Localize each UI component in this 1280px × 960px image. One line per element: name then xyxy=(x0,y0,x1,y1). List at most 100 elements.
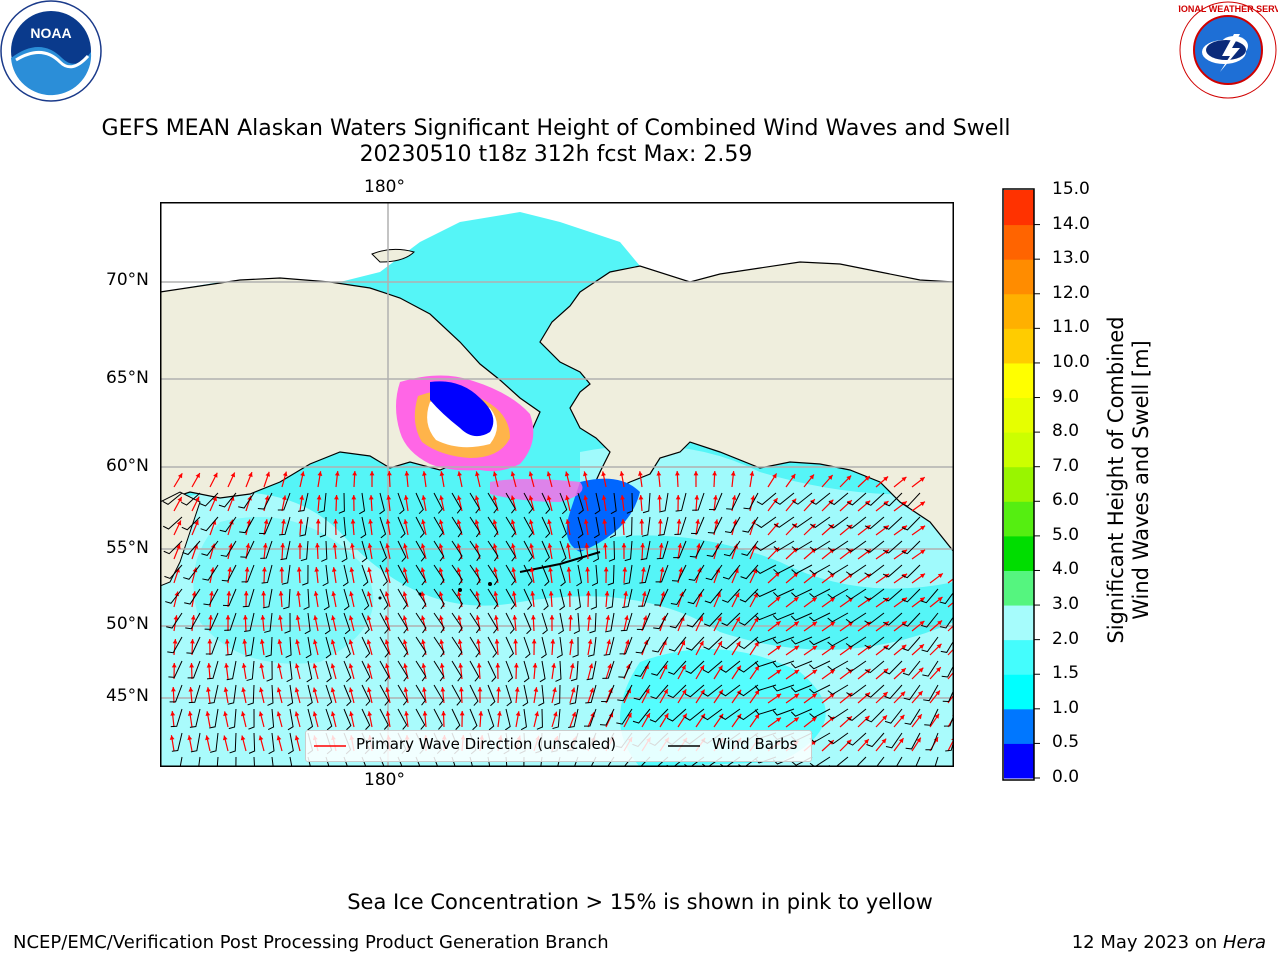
wave-arrow-head xyxy=(404,711,409,716)
wave-arrow-head xyxy=(775,596,781,602)
wave-arrow-head xyxy=(754,689,760,695)
wind-barb xyxy=(609,516,616,539)
wind-barb xyxy=(915,756,921,767)
wave-arrow-head xyxy=(279,567,285,572)
wave-arrow-head xyxy=(776,717,781,723)
wave-arrow-head xyxy=(330,687,336,693)
wind-barb xyxy=(866,732,885,748)
colorbar-segment xyxy=(1004,639,1034,675)
wind-barb xyxy=(247,684,255,706)
wind-barb xyxy=(790,636,813,645)
wind-barb xyxy=(568,708,579,728)
wind-barb xyxy=(469,708,478,731)
colorbar-tick-label: 15.0 xyxy=(1052,179,1090,199)
wave-arrow-head xyxy=(456,567,462,573)
wind-barb xyxy=(277,492,291,511)
wind-barb xyxy=(260,540,273,559)
wind-barb xyxy=(239,516,255,534)
wave-arrow-head xyxy=(278,591,284,596)
wave-arrow-head xyxy=(312,711,318,717)
wave-arrow-head xyxy=(935,690,940,696)
wave-arrow-head xyxy=(385,543,390,549)
wind-barb xyxy=(340,516,347,539)
wave-arrow-head xyxy=(681,689,687,695)
wind-barb xyxy=(397,708,408,730)
wind-barb xyxy=(279,516,291,536)
wave-zone-mid xyxy=(193,517,374,664)
wave-arrow-head xyxy=(294,663,300,669)
wave-arrow-head xyxy=(189,663,195,668)
wind-barb xyxy=(607,564,615,586)
wind-barb xyxy=(523,588,533,610)
wave-arrow-head xyxy=(899,714,905,720)
wave-arrow-head xyxy=(918,667,924,673)
wind-barb xyxy=(186,636,201,654)
wave-arrow-head xyxy=(243,615,248,620)
wave-arrow-head xyxy=(457,615,462,621)
wind-barb xyxy=(325,708,333,731)
wind-barb xyxy=(570,660,579,682)
wave-arrow-head xyxy=(225,615,231,620)
colorbar-segment xyxy=(1004,224,1034,260)
colorbar-segment xyxy=(1004,293,1034,329)
wind-barb xyxy=(901,588,921,603)
wind-barb xyxy=(707,516,723,534)
wave-arrow-head xyxy=(315,519,321,524)
wind-barb xyxy=(688,564,705,581)
wind-barb xyxy=(921,636,939,653)
wave-arrow-head xyxy=(830,645,836,651)
wind-barb xyxy=(361,564,369,587)
wind-barb xyxy=(573,756,579,767)
wave-arrow-head xyxy=(694,495,700,500)
wind-barb xyxy=(599,708,615,726)
wave-arrow-head xyxy=(830,621,836,627)
wind-barb xyxy=(885,732,903,749)
nws-logo: NATIONAL WEATHER SERVICE xyxy=(1178,1,1278,99)
wave-arrow-head xyxy=(229,519,234,525)
wave-arrow-head xyxy=(645,713,650,719)
wave-arrow-head xyxy=(920,573,925,579)
wave-arrow-head xyxy=(902,525,907,531)
wave-arrow-head xyxy=(776,669,782,675)
wave-arrow-head xyxy=(699,640,704,646)
wave-arrow-head xyxy=(639,519,645,524)
wave-arrow-head xyxy=(474,495,480,501)
wind-barb xyxy=(845,612,867,624)
wind-barb xyxy=(827,540,849,552)
wave-arrow-head xyxy=(734,568,739,574)
wave-arrow-head xyxy=(793,717,799,722)
wave-arrow-head xyxy=(586,615,592,620)
wave-arrow-head xyxy=(265,471,271,477)
wind-barb xyxy=(754,708,777,715)
wind-barb xyxy=(653,612,669,630)
wave-arrow-head xyxy=(169,735,175,740)
wind-barb xyxy=(642,492,651,514)
wave-arrow-head xyxy=(223,687,229,692)
wind-barb xyxy=(875,756,885,767)
wind-barb xyxy=(790,660,813,669)
wind-barb xyxy=(379,684,390,706)
wind-barb xyxy=(523,636,531,659)
wind-barb xyxy=(361,684,371,706)
wind-barb xyxy=(199,492,219,507)
wind-barb xyxy=(342,564,349,587)
wave-arrow-head xyxy=(736,641,741,647)
wave-arrow-head xyxy=(439,639,445,645)
wind-barb xyxy=(469,516,481,538)
wind-barb xyxy=(379,492,385,515)
wind-barb xyxy=(846,516,867,529)
wind-barb xyxy=(469,540,481,562)
wave-arrow-head xyxy=(172,639,178,644)
wave-arrow-head xyxy=(260,615,266,620)
wave-arrow-head xyxy=(919,501,925,507)
wave-arrow-head xyxy=(298,519,304,524)
wind-barb xyxy=(303,588,310,610)
wind-barb xyxy=(487,564,499,586)
wind-barb xyxy=(267,684,274,706)
wind-barb xyxy=(280,540,291,561)
wind-barb xyxy=(379,660,390,682)
wave-arrow-head xyxy=(607,663,612,669)
colorbar-tick-label: 10.0 xyxy=(1052,351,1090,372)
wind-barb xyxy=(188,684,201,704)
wind-barb xyxy=(359,492,366,515)
